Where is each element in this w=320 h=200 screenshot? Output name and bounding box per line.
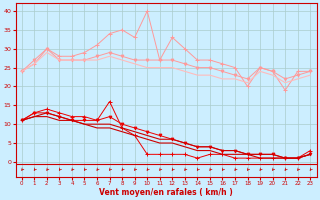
- X-axis label: Vent moyen/en rafales ( km/h ): Vent moyen/en rafales ( km/h ): [99, 188, 233, 197]
